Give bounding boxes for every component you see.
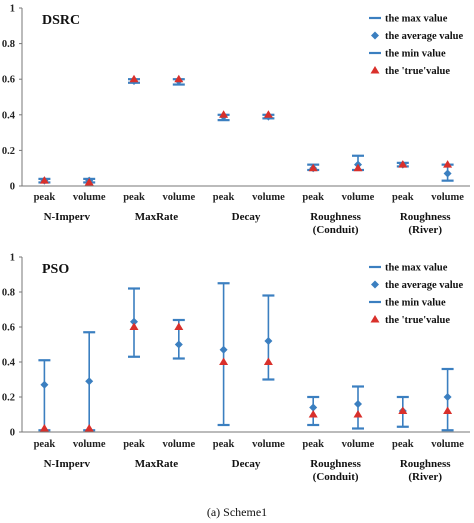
x-tick-label: volume	[73, 439, 106, 450]
legend-label: the 'true'value	[385, 315, 450, 326]
x-tick-label: volume	[252, 192, 285, 203]
x-tick-label: volume	[431, 439, 464, 450]
y-tick-label: 1	[10, 4, 15, 15]
average-value-point	[309, 403, 318, 412]
figure-caption: (a) Scheme1	[207, 505, 267, 519]
true-value-point	[219, 357, 229, 365]
group-label: Decay	[232, 211, 261, 223]
pso-chart-panel: 0 0.2 0.4 0.6 0.8 1 peak volume peak volume peak vo…	[2, 253, 470, 483]
true-value-point	[308, 163, 318, 172]
x-tick-label: peak	[302, 439, 324, 450]
x-tick-label: volume	[162, 439, 195, 450]
group-label-line2: (Conduit)	[313, 224, 359, 236]
y-tick-label: 1	[10, 253, 15, 264]
group-label: Roughness	[310, 211, 361, 223]
group-label: MaxRate	[135, 211, 178, 223]
legend-label: the max value	[385, 263, 448, 274]
true-value-point	[443, 160, 453, 168]
y-tick-label: 0.6	[2, 75, 15, 86]
group-label: Decay	[232, 458, 261, 470]
average-value-point	[354, 400, 362, 408]
legend-label: the min value	[385, 49, 446, 60]
group-label: Roughness	[400, 211, 451, 223]
y-tick-label: 0.2	[2, 393, 15, 404]
average-value-point	[174, 340, 183, 349]
true-value-point	[129, 74, 139, 83]
x-tick-label: volume	[252, 439, 285, 450]
legend-true-swatch	[370, 66, 380, 74]
group-label-line2: (River)	[408, 471, 442, 483]
y-tick-label: 0	[10, 428, 15, 439]
true-value-point	[129, 322, 139, 330]
true-value-point	[443, 406, 453, 414]
group-label: N-Imperv	[44, 211, 91, 223]
true-value-point	[219, 110, 229, 118]
average-value-point	[219, 345, 228, 354]
group-label-line2: (River)	[408, 224, 442, 236]
true-value-point	[398, 160, 408, 168]
y-tick-label: 0	[10, 182, 15, 193]
legend-label: the min value	[385, 298, 446, 309]
average-value-point	[443, 393, 452, 401]
group-label: Roughness	[310, 458, 361, 470]
true-value-point	[39, 176, 49, 184]
y-tick-label: 0.4	[2, 358, 16, 369]
true-value-point	[174, 74, 184, 83]
y-tick-label: 0.2	[2, 146, 15, 157]
legend-true-swatch	[370, 315, 380, 323]
true-value-point	[353, 410, 363, 418]
x-tick-label: volume	[342, 439, 375, 450]
chart-title: DSRC	[42, 13, 80, 28]
legend-average-swatch	[371, 31, 379, 40]
y-tick-label: 0.8	[2, 39, 15, 50]
group-label: Roughness	[400, 458, 451, 470]
x-tick-label: volume	[342, 192, 375, 203]
x-tick-label: volume	[162, 192, 195, 203]
legend-average-swatch	[371, 280, 379, 289]
x-tick-label: volume	[73, 192, 106, 203]
y-tick-label: 0.6	[2, 323, 15, 334]
average-value-point	[40, 380, 49, 389]
x-tick-label: peak	[213, 439, 235, 450]
true-value-point	[39, 424, 49, 432]
dsrc-chart-panel: 0 0.2 0.4 0.6 0.8 1 peak volume peak volume peak vo…	[2, 4, 470, 236]
y-tick-label: 0.4	[2, 110, 16, 121]
true-value-point	[398, 406, 408, 414]
group-label: MaxRate	[135, 458, 178, 470]
true-value-point	[308, 410, 318, 418]
group-label: N-Imperv	[44, 458, 91, 470]
y-tick-label: 0.8	[2, 288, 15, 299]
x-tick-label: peak	[123, 439, 145, 450]
true-value-point	[84, 424, 94, 432]
average-value-point	[85, 377, 94, 386]
true-value-point	[84, 177, 94, 186]
average-value-point	[443, 169, 452, 178]
x-tick-label: peak	[213, 192, 235, 203]
legend-label: the 'true'value	[385, 66, 450, 77]
x-tick-label: peak	[392, 439, 414, 450]
x-tick-label: peak	[34, 192, 56, 203]
x-tick-label: peak	[302, 192, 324, 203]
x-tick-label: volume	[431, 192, 464, 203]
group-label-line2: (Conduit)	[313, 471, 359, 483]
average-value-point	[264, 337, 273, 345]
legend-label: the average value	[385, 31, 463, 42]
legend-label: the average value	[385, 280, 463, 291]
true-value-point	[174, 322, 184, 330]
chart-title: PSO	[42, 262, 69, 277]
x-tick-label: peak	[34, 439, 56, 450]
legend-label: the max value	[385, 14, 448, 25]
x-tick-label: peak	[392, 192, 414, 203]
true-value-point	[263, 110, 273, 118]
true-value-point	[263, 357, 273, 365]
x-tick-label: peak	[123, 192, 145, 203]
average-value-point	[130, 317, 138, 326]
true-value-point	[353, 163, 363, 172]
